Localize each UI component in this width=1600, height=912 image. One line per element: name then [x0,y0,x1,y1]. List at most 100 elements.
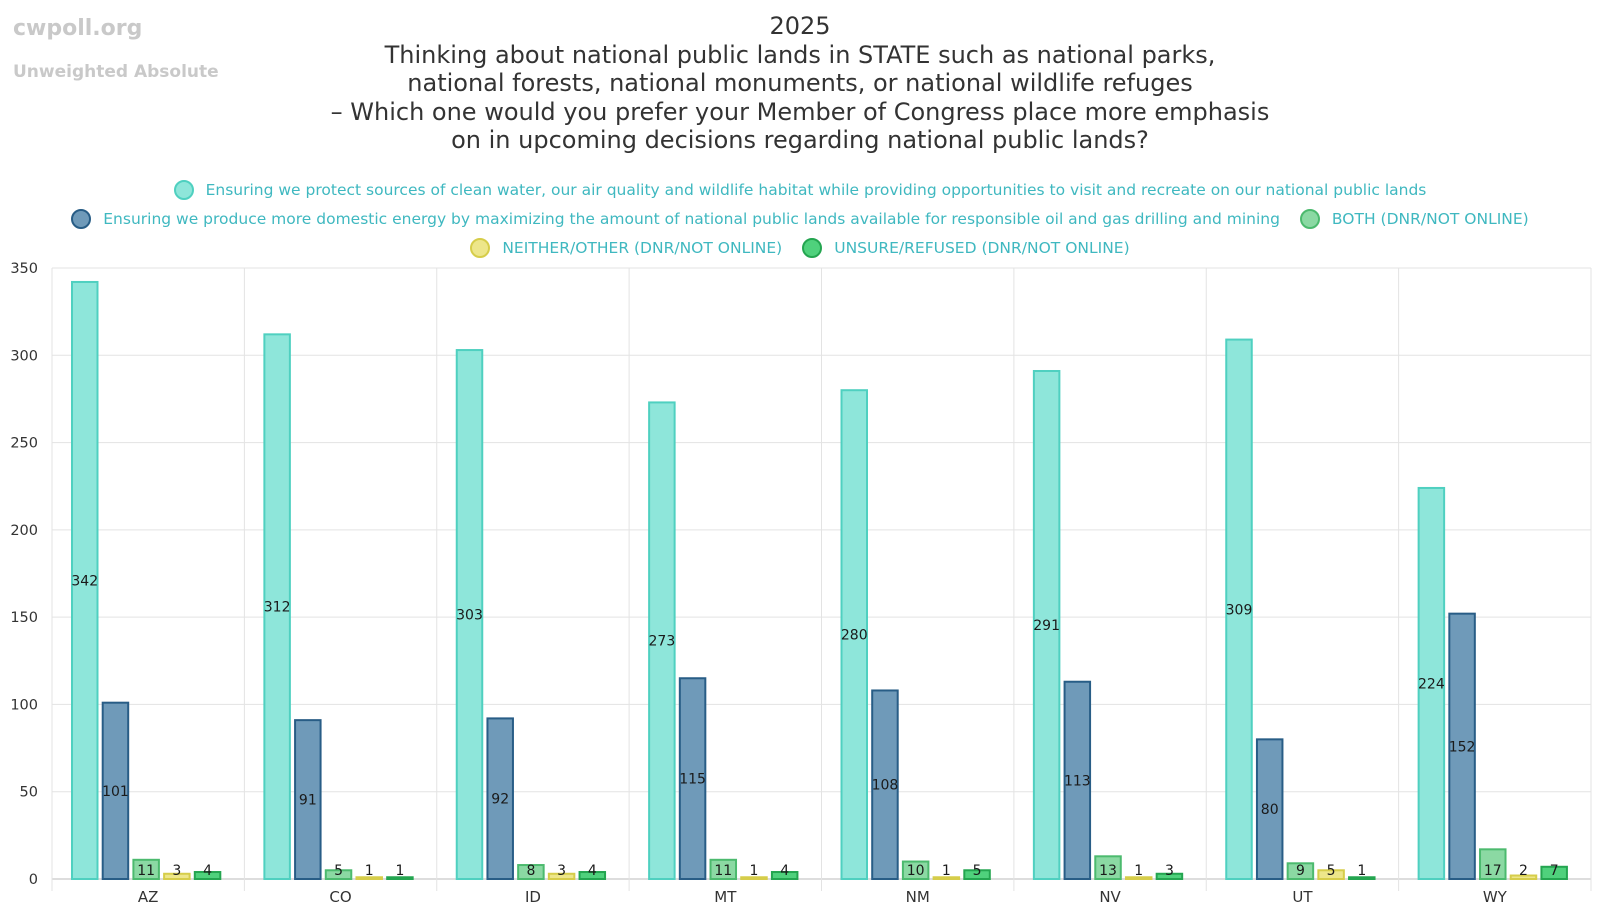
y-tick-label: 250 [10,436,38,452]
data-label: 8 [526,863,535,879]
chart-title-line: 2025 [769,12,831,40]
chart-legend: Ensuring we protect sources of clean wat… [0,175,1600,262]
data-label: 5 [973,863,982,879]
bar [1155,872,1184,881]
bar [1255,738,1284,880]
data-label: 80 [1261,802,1279,818]
bar [1032,369,1061,880]
y-tick-label: 100 [10,697,38,713]
bar [648,401,676,880]
data-label: 3 [1165,863,1174,879]
x-tick-label: NM [906,888,930,906]
chart-title-line: on in upcoming decisions regarding natio… [451,126,1149,154]
legend-swatch [71,208,92,229]
data-label: 5 [334,863,343,879]
bar [101,701,130,880]
data-label: 5 [1327,863,1336,879]
legend-item-protect[interactable]: Ensuring we protect sources of clean wat… [173,179,1427,200]
data-label: 3 [557,863,566,879]
data-label: 1 [750,863,759,879]
data-label: 1 [395,863,404,879]
bar [871,689,899,880]
bar [840,389,868,880]
site-brand: cwpoll.org [13,16,143,41]
bar [901,860,930,880]
data-label: 1 [942,863,951,879]
data-label: 11 [137,863,155,879]
y-tick-label: 0 [29,872,38,888]
bar [455,349,484,880]
data-label: 101 [102,784,129,800]
data-label: 1 [1134,863,1143,879]
data-label: 7 [1550,863,1559,879]
legend-swatch [1299,208,1320,229]
legend-item-unsure[interactable]: UNSURE/REFUSED (DNR/NOT ONLINE) [802,237,1130,258]
legend-swatch [470,237,491,258]
bar [740,876,768,880]
data-label: 1 [1357,863,1366,879]
data-label: 4 [203,863,212,879]
bar [547,872,576,881]
legend-item-energy[interactable]: Ensuring we produce more domestic energy… [71,208,1280,229]
y-tick-label: 50 [20,785,38,801]
bar [578,871,607,881]
x-tick-label: MT [714,888,737,906]
data-label: 342 [71,573,98,589]
legend-label: Ensuring we protect sources of clean wat… [205,180,1427,199]
bar [324,869,353,880]
data-label: 4 [780,863,789,879]
bar [193,871,222,881]
bar [1509,874,1538,880]
legend-row: Ensuring we protect sources of clean wat… [0,175,1600,204]
data-label: 13 [1099,863,1117,879]
bar [386,876,414,880]
data-label: 273 [649,634,676,650]
legend-label: Ensuring we produce more domestic energy… [103,209,1280,228]
bar [1479,848,1507,881]
legend-label: UNSURE/REFUSED (DNR/NOT ONLINE) [834,238,1130,257]
bar [709,858,738,880]
legend-row: Ensuring we produce more domestic energy… [0,204,1600,233]
bar [1540,865,1568,881]
bar [770,871,799,881]
weighting-label: Unweighted Absolute [13,62,219,82]
legend-item-neither[interactable]: NEITHER/OTHER (DNR/NOT ONLINE) [470,237,783,258]
chart-title: 2025 Thinking about national public land… [300,12,1300,155]
bar [932,876,961,880]
x-tick-label: CO [329,888,351,906]
bar [1094,855,1122,881]
data-label: 108 [872,778,899,794]
data-label: 4 [588,863,597,879]
chart-title-line: national forests, national monuments, or… [407,69,1193,97]
bar [355,876,383,880]
x-tick-label: NV [1099,888,1121,906]
legend-item-both[interactable]: BOTH (DNR/NOT ONLINE) [1299,208,1529,229]
data-label: 115 [679,772,706,788]
legend-swatch [173,179,194,200]
y-tick-label: 350 [10,261,38,277]
data-label: 11 [714,863,732,879]
bar [1417,486,1446,880]
chart-title-line: – Which one would you prefer your Member… [330,97,1270,126]
x-tick-label: ID [525,888,541,906]
data-label: 312 [264,600,291,616]
bar [1225,338,1253,880]
data-label: 3 [172,863,181,879]
legend-label: NEITHER/OTHER (DNR/NOT ONLINE) [502,238,783,257]
data-label: 152 [1449,739,1476,755]
data-label: 2 [1519,863,1528,879]
bar [263,333,291,880]
bar [678,677,707,880]
bar [1063,680,1092,881]
data-label: 10 [907,863,925,879]
y-tick-label: 150 [10,610,38,626]
data-label: 9 [1296,863,1305,879]
data-label: 113 [1064,773,1091,789]
legend-swatch [802,237,823,258]
bar [71,280,99,881]
data-label: 309 [1226,602,1253,618]
x-tick-label: AZ [138,888,159,906]
data-label: 17 [1484,863,1502,879]
bar [517,864,545,881]
